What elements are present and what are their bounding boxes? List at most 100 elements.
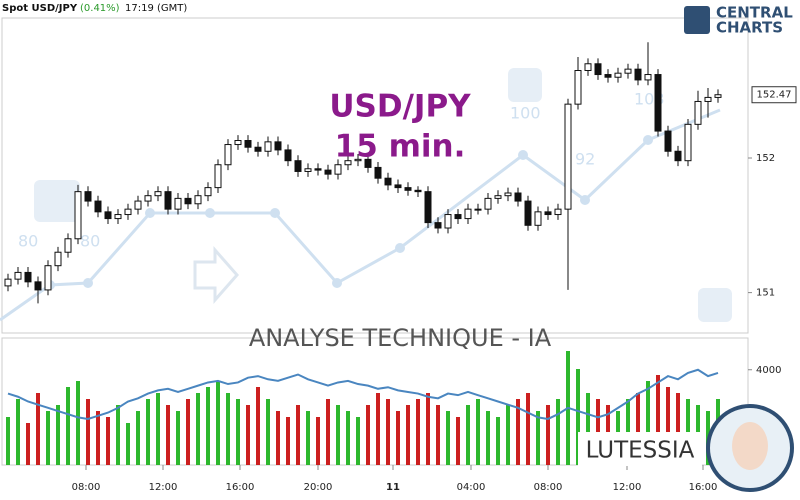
volume-bar <box>76 381 80 465</box>
candle-body <box>394 184 402 189</box>
x-tick-label: 08:00 <box>72 482 101 493</box>
watermark-icon <box>698 288 732 322</box>
candle-body <box>544 211 552 216</box>
volume-bar <box>36 393 40 465</box>
volume-bar <box>16 399 20 465</box>
candle-body <box>284 149 292 162</box>
candle-body <box>214 164 222 189</box>
candle-body <box>264 141 272 152</box>
volume-bar <box>416 399 420 465</box>
volume-bar <box>236 399 240 465</box>
volume-bar <box>206 387 210 465</box>
volume-bar <box>676 393 680 465</box>
candle-body <box>14 271 22 280</box>
volume-bar <box>476 399 480 465</box>
volume-bar <box>326 399 330 465</box>
x-tick-label: 11 <box>386 482 400 493</box>
candle-body <box>714 94 722 98</box>
candle-body <box>614 72 622 78</box>
volume-bar <box>306 411 310 465</box>
candle-body <box>634 68 642 81</box>
volume-bar <box>636 393 640 465</box>
candle-body <box>504 192 512 197</box>
volume-bar <box>346 411 350 465</box>
candle-body <box>604 74 612 78</box>
candle-body <box>304 168 312 172</box>
candle-body <box>104 211 112 220</box>
candle-body <box>584 63 592 71</box>
watermark-icon <box>34 180 80 222</box>
candle-body <box>494 195 502 199</box>
watermark-label: 80 <box>18 232 38 251</box>
volume-bar <box>146 399 150 465</box>
candle-body <box>704 96 712 102</box>
candle-body <box>374 166 382 179</box>
candle-body <box>94 200 102 213</box>
volume-bar <box>286 417 290 465</box>
avatar-face <box>732 422 768 470</box>
indicator-line <box>7 368 719 420</box>
candle-body <box>424 191 432 224</box>
candle-body <box>514 192 522 202</box>
candle-body <box>594 63 602 76</box>
x-tick-label: 04:00 <box>457 482 486 493</box>
candle-body <box>164 191 172 210</box>
candle-body <box>454 214 462 220</box>
volume-bar <box>216 381 220 465</box>
candle-body <box>204 187 212 197</box>
volume-bar <box>196 393 200 465</box>
volume-bar <box>126 423 130 465</box>
volume-bar <box>496 417 500 465</box>
candle-body <box>464 208 472 220</box>
candle-body <box>34 281 42 291</box>
candle-body <box>474 208 482 211</box>
candle-body <box>434 222 442 229</box>
logo-icon <box>684 6 710 34</box>
candle-body <box>564 103 572 210</box>
candle-body <box>344 160 352 166</box>
y-tick-label: 151 <box>756 288 775 299</box>
candle-body <box>554 208 562 216</box>
volume-bar <box>516 399 520 465</box>
volume-bar <box>386 399 390 465</box>
candle-body <box>674 150 682 162</box>
watermark-icon <box>508 68 542 102</box>
volume-bar <box>116 405 120 465</box>
volume-bar <box>506 405 510 465</box>
volume-bar <box>256 387 260 465</box>
volume-bar <box>666 387 670 465</box>
y-tick-label: 4000 <box>756 365 781 376</box>
symbol: Spot USD/JPY <box>2 3 78 14</box>
volume-bar <box>156 393 160 465</box>
candle-body <box>484 197 492 210</box>
x-tick-label: 16:00 <box>226 482 255 493</box>
volume-bar <box>246 405 250 465</box>
candle-body <box>644 74 652 81</box>
candle-body <box>74 191 82 240</box>
candle-body <box>274 141 282 151</box>
volume-bar <box>86 399 90 465</box>
candle-body <box>134 200 142 210</box>
candle-body <box>414 189 422 193</box>
volume-bar <box>556 399 560 465</box>
candle-body <box>444 214 452 229</box>
volume-bar <box>436 405 440 465</box>
volume-bar <box>356 417 360 465</box>
candle-body <box>664 130 672 152</box>
volume-bar <box>426 393 430 465</box>
candle-body <box>314 168 322 171</box>
candle-body <box>334 164 342 175</box>
volume-bar <box>296 405 300 465</box>
volume-bar <box>586 393 590 465</box>
candle-body <box>694 100 702 125</box>
candle-body <box>574 70 582 105</box>
candle-body <box>364 158 372 168</box>
candle-body <box>44 265 52 291</box>
volume-bar <box>56 405 60 465</box>
candle-body <box>224 144 232 166</box>
watermark-label: 100 <box>510 104 541 123</box>
last-price: 152.47 <box>757 90 792 101</box>
brand-box <box>578 432 702 466</box>
watermark-arrow <box>193 246 239 304</box>
volume-bar <box>166 405 170 465</box>
